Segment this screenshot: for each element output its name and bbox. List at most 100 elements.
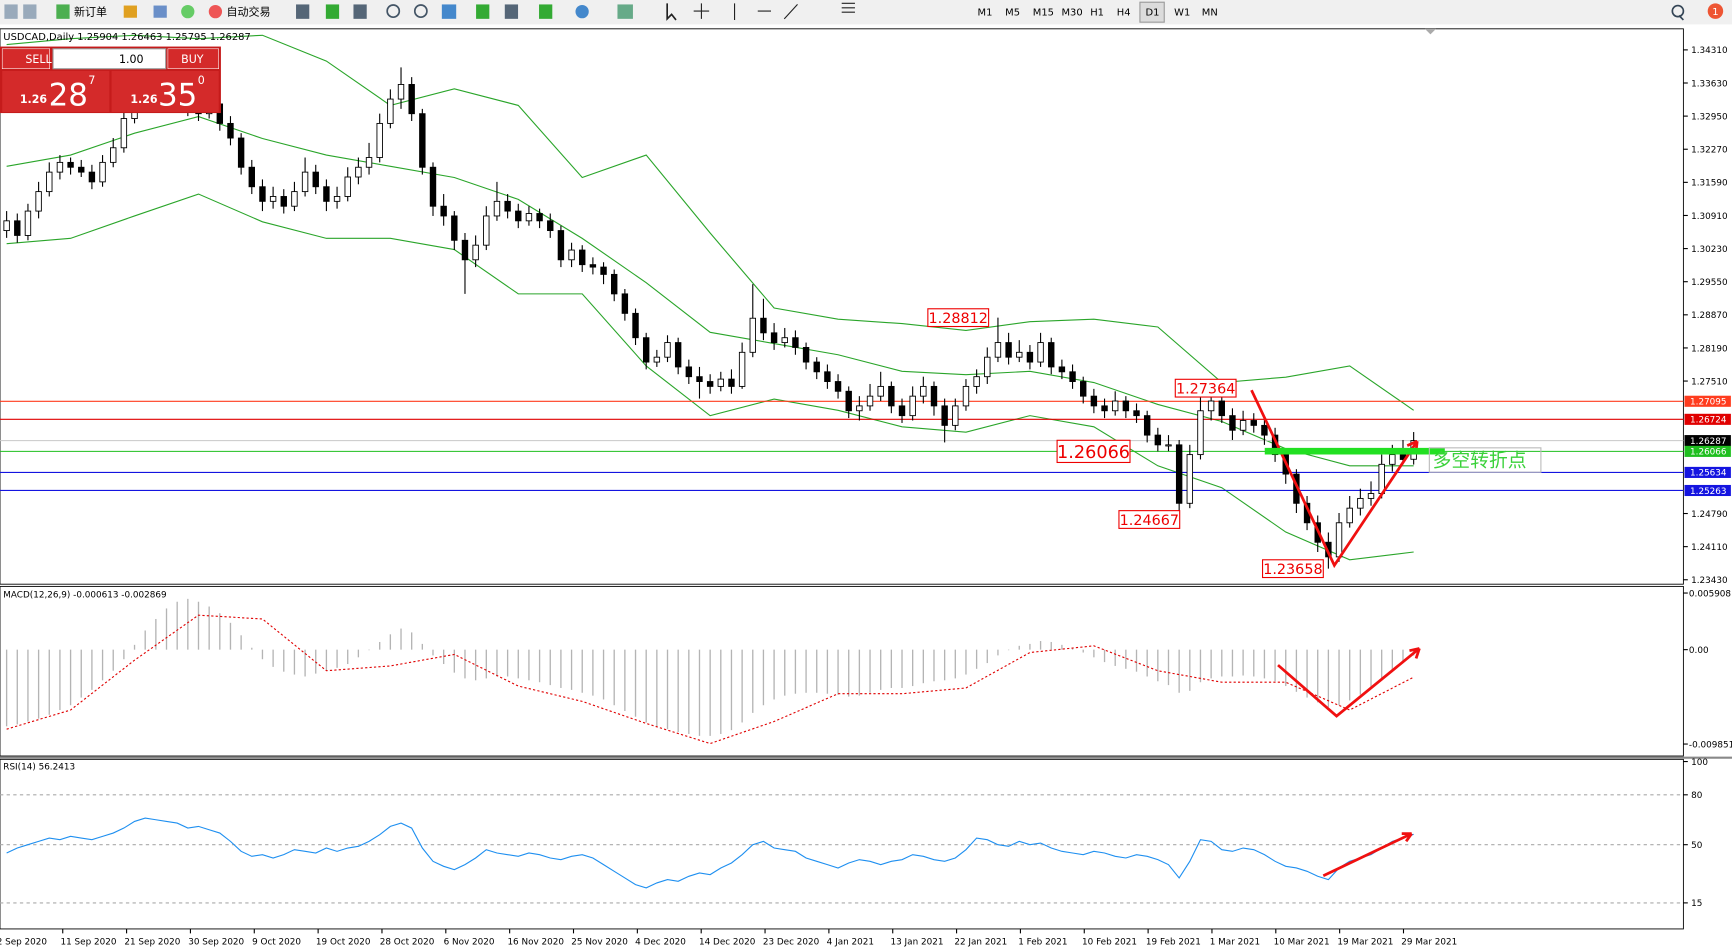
toolbar-icon[interactable] xyxy=(413,4,428,19)
timeframe-button[interactable]: MN xyxy=(1202,8,1218,19)
candle-body xyxy=(461,239,469,261)
toolbar-icon[interactable] xyxy=(441,4,457,19)
bid-big-figure: 1.26 xyxy=(20,93,48,106)
toolbar-icon[interactable] xyxy=(4,4,18,19)
toolbar-icon[interactable] xyxy=(575,4,589,19)
timeframe-button[interactable]: H1 xyxy=(1090,8,1104,19)
toolbar-icon[interactable] xyxy=(504,4,519,19)
candle-body xyxy=(280,196,287,207)
y-tick-label: 1.30910 xyxy=(1691,212,1728,222)
macd-bar xyxy=(858,649,861,696)
timeframe-button[interactable]: W1 xyxy=(1174,8,1190,19)
toolbar-icon[interactable] xyxy=(353,4,367,19)
toolbar-icon[interactable] xyxy=(23,4,37,19)
toolbar-icon[interactable] xyxy=(539,4,553,19)
timeframe-button[interactable]: M30 xyxy=(1062,8,1083,19)
candle-body xyxy=(674,342,682,368)
candle-body xyxy=(888,385,895,407)
macd-bar xyxy=(187,598,189,650)
lots-value[interactable]: 1.00 xyxy=(119,53,144,66)
y-tick-label: 0.005908 xyxy=(1689,589,1731,599)
timeframe-button[interactable]: M5 xyxy=(1005,8,1020,19)
macd-bar xyxy=(709,649,711,736)
macd-bar xyxy=(91,649,93,690)
pivot-box xyxy=(1428,447,1542,473)
sell-button[interactable] xyxy=(1,48,50,70)
lots-input[interactable] xyxy=(52,48,167,70)
toolbar-icon[interactable] xyxy=(617,4,633,19)
candle-body xyxy=(56,161,64,173)
candle-body xyxy=(1026,351,1034,363)
candle-body xyxy=(952,405,959,426)
new-order-button[interactable]: 新订单 xyxy=(74,4,107,18)
macd-bar xyxy=(304,649,306,677)
search-icon[interactable] xyxy=(1671,4,1685,21)
macd-bar xyxy=(634,649,637,717)
toolbar-icon[interactable] xyxy=(208,4,223,19)
macd-bar xyxy=(155,618,157,650)
macd-bar xyxy=(880,649,882,690)
timeframe-button[interactable]: D1 xyxy=(1145,8,1159,19)
price-level-label: 1.25263 xyxy=(1690,487,1727,497)
sell-label[interactable]: SELL xyxy=(25,53,52,66)
y-tick-label: 1.32950 xyxy=(1691,112,1728,122)
buy-label[interactable]: BUY xyxy=(181,53,204,66)
macd-bar xyxy=(347,649,349,665)
buy-button[interactable] xyxy=(167,48,219,70)
macd-bar xyxy=(1221,649,1223,677)
candle-body xyxy=(1016,351,1023,358)
y-tick-label: 1.28190 xyxy=(1691,344,1728,354)
timeframe-button[interactable]: M15 xyxy=(1033,8,1054,19)
macd-bar xyxy=(1135,649,1138,672)
y-tick-label: 80 xyxy=(1691,791,1703,801)
macd-bar xyxy=(1071,647,1074,650)
macd-bar xyxy=(1295,649,1298,692)
price-level-label: 1.27095 xyxy=(1690,398,1727,408)
bid-box[interactable] xyxy=(2,70,110,112)
toolbar-icon[interactable] xyxy=(123,5,137,18)
candle-body xyxy=(664,342,671,358)
macd-bar xyxy=(325,649,328,671)
candle-body xyxy=(78,166,85,173)
macd-bar xyxy=(1359,649,1362,695)
macd-bar xyxy=(389,634,392,650)
macd-bar xyxy=(1327,649,1330,708)
y-tick-label: 1.24110 xyxy=(1691,543,1728,553)
bollinger-upper xyxy=(6,34,1414,411)
candle-body xyxy=(1250,420,1257,426)
macd-bar xyxy=(1242,649,1244,676)
candle-body xyxy=(824,371,831,382)
candle-body xyxy=(1357,497,1364,509)
macd-bar xyxy=(1061,644,1063,650)
timeframe-button[interactable]: M1 xyxy=(978,8,993,19)
toolbar-icon[interactable] xyxy=(476,4,490,19)
auto-trading-button[interactable]: 自动交易 xyxy=(226,4,270,18)
macd-bar xyxy=(1381,649,1383,681)
candle-body xyxy=(46,171,53,193)
main-plot: 1.28812 1.27364 1.26066 1.24667 1.23658 xyxy=(0,34,1684,578)
ask-box[interactable] xyxy=(111,70,219,112)
notification-badge[interactable] xyxy=(1707,3,1724,19)
macd-bar xyxy=(1274,649,1276,682)
x-tick-label: 19 Feb 2021 xyxy=(1146,937,1201,947)
bid-pips: 28 xyxy=(49,77,88,113)
toolbar-icon[interactable] xyxy=(666,3,677,21)
candle-body xyxy=(557,230,565,261)
macd-bar xyxy=(219,613,221,650)
toolbar-icon[interactable] xyxy=(153,5,167,18)
x-tick-label: 4 Jan 2021 xyxy=(827,937,874,947)
timeframe-button[interactable]: H4 xyxy=(1117,8,1131,19)
toolbar-icon[interactable] xyxy=(386,4,401,19)
toolbar-icon[interactable] xyxy=(325,4,340,19)
toolbar-icon[interactable] xyxy=(56,4,70,19)
ask-pips: 35 xyxy=(158,77,197,113)
axes: 1.34310 1.33630 1.32950 1.32270 1.31590 1.309… xyxy=(0,46,1732,947)
toolbar-icon[interactable] xyxy=(181,4,195,19)
macd-bar xyxy=(379,641,381,650)
toolbar-icon[interactable] xyxy=(734,2,855,20)
toolbar-icon[interactable] xyxy=(693,3,710,19)
candle-body xyxy=(898,405,906,417)
price-level-tag xyxy=(1684,435,1731,447)
toolbar-icon[interactable] xyxy=(296,4,310,19)
